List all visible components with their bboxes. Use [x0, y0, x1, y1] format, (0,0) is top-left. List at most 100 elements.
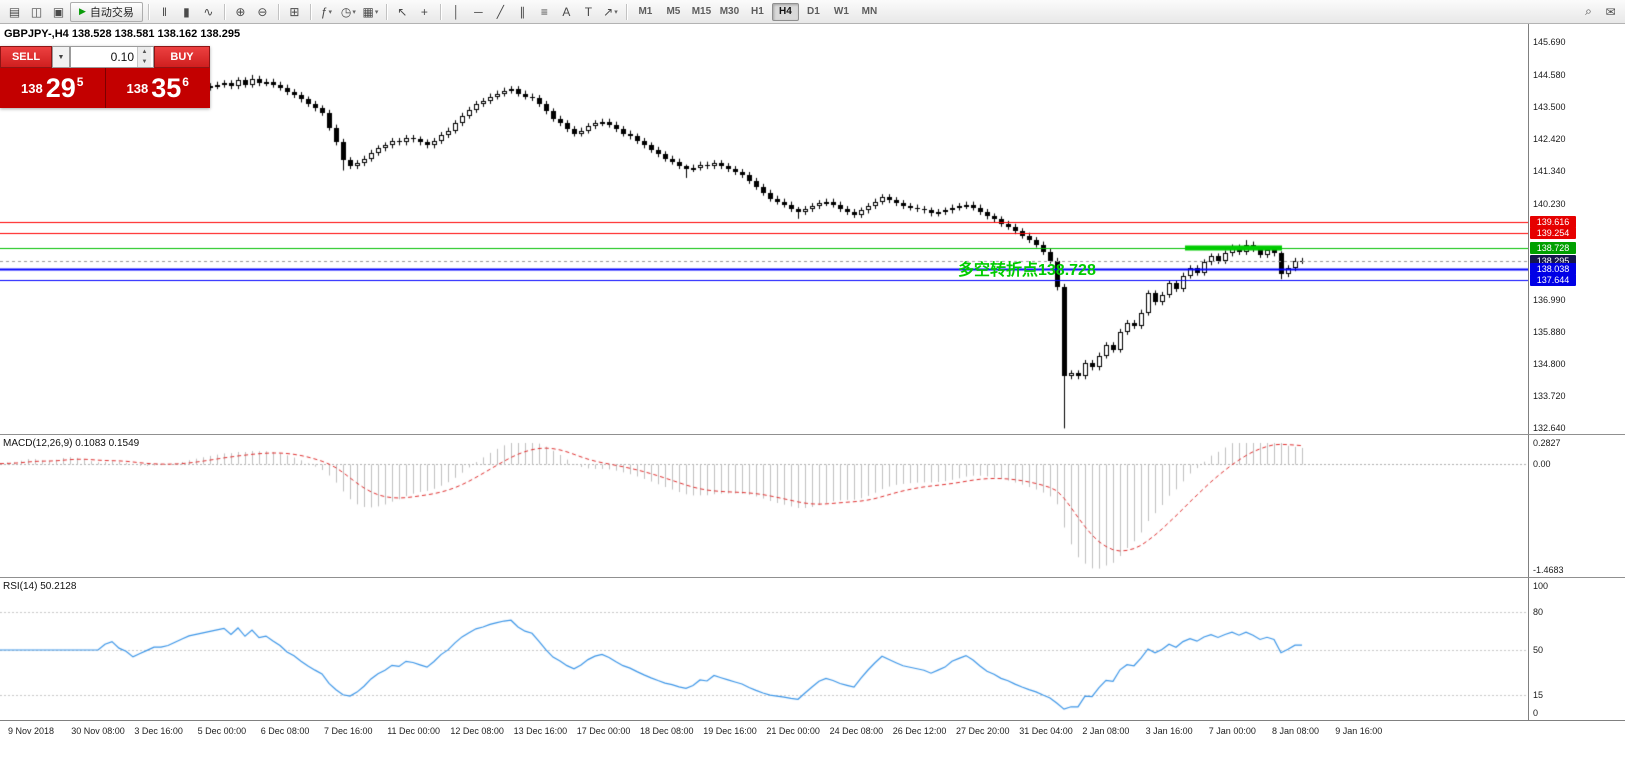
- timeframe-button-d1[interactable]: D1: [807, 6, 820, 17]
- periods-icon[interactable]: ◷ ▾: [340, 4, 356, 19]
- toolbar-separator: [309, 3, 311, 20]
- candlestick-chart[interactable]: [0, 24, 1528, 434]
- price-tick: 136.990: [1533, 294, 1566, 305]
- chevron-down-icon: ▾: [328, 8, 333, 16]
- time-label: 13 Dec 16:00: [513, 726, 568, 736]
- price-tick: 132.640: [1533, 423, 1566, 434]
- price-level-label[interactable]: 137.644: [1530, 274, 1576, 287]
- timeframe-button-mn[interactable]: MN: [861, 6, 878, 17]
- chevron-down-icon: ▾: [614, 8, 618, 16]
- indicators-icon[interactable]: ƒ ▾: [320, 4, 333, 19]
- toolbar-separator: [147, 3, 149, 20]
- label-icon[interactable]: T: [584, 4, 593, 19]
- rsi-panel[interactable]: RSI(14) 50.2128 100 80 50 15 0: [0, 578, 1625, 720]
- macd-scale-value: 0.00: [1533, 458, 1551, 469]
- timeframe-button-m5[interactable]: M5: [666, 6, 681, 17]
- candlestick-chart-icon[interactable]: ▮: [183, 4, 190, 19]
- zoom-out-icon[interactable]: ⊖: [257, 4, 268, 19]
- buy-button[interactable]: BUY: [154, 46, 210, 68]
- price-chart-panel[interactable]: GBPJPY-,H4 138.528 138.581 138.162 138.2…: [0, 24, 1625, 434]
- chart-window-icon[interactable]: ◫: [30, 4, 43, 19]
- time-label: 18 Dec 08:00: [640, 726, 694, 736]
- price-level-label[interactable]: 138.038: [1530, 262, 1576, 275]
- chevron-down-icon: ▾: [352, 8, 356, 16]
- timeframe-button-m1[interactable]: M1: [638, 6, 653, 17]
- chart-symbol-ohlc: GBPJPY-,H4 138.528 138.581 138.162 138.2…: [4, 28, 241, 40]
- time-label: 21 Dec 00:00: [766, 726, 820, 736]
- tile-windows-icon[interactable]: ⊞: [289, 4, 300, 19]
- search-icon[interactable]: ⌕: [1585, 4, 1592, 18]
- price-level-label[interactable]: 139.254: [1530, 226, 1576, 239]
- price-tick: 145.690: [1533, 37, 1566, 48]
- new-order-icon[interactable]: ▤: [8, 4, 21, 19]
- lot-spinner: ▲ ▼: [137, 47, 151, 67]
- rsi-scale-value: 15: [1533, 689, 1544, 700]
- time-label: 2 Jan 08:00: [1082, 726, 1130, 736]
- lot-size-input[interactable]: [71, 47, 137, 67]
- strategy-tester-icon[interactable]: ▣: [52, 4, 65, 19]
- buy-price-main: 138: [126, 80, 149, 96]
- toolbar-separator: [223, 3, 225, 20]
- rsi-scale-value: 100: [1533, 581, 1549, 591]
- price-tick: 142.420: [1533, 133, 1566, 144]
- toolbar-separator: [277, 3, 279, 20]
- rsi-scale-value: 50: [1533, 645, 1544, 655]
- macd-panel[interactable]: MACD(12,26,9) 0.1083 0.1549 0.2827 0.00 -1…: [0, 435, 1625, 577]
- timeframe-button-h4[interactable]: H4: [771, 2, 799, 21]
- price-tick: 134.800: [1533, 359, 1566, 370]
- time-label: 24 Dec 08:00: [829, 726, 884, 736]
- time-label: 5 Dec 00:00: [197, 726, 247, 736]
- price-level-label[interactable]: 138.728: [1530, 242, 1576, 255]
- line-chart-icon[interactable]: ∿: [203, 4, 214, 19]
- text-icon[interactable]: A: [562, 4, 571, 19]
- arrows-icon[interactable]: ↗ ▾: [603, 4, 618, 19]
- macd-chart[interactable]: [0, 435, 1528, 577]
- autotrading-button[interactable]: ▶ 自动交易: [70, 1, 143, 22]
- sell-price-display[interactable]: 138 29 5: [0, 68, 105, 108]
- time-label: 30 Nov 08:00: [71, 726, 125, 736]
- macd-scale-value: -1.4683: [1533, 565, 1564, 575]
- macd-axis[interactable]: 0.2827 0.00 -1.4683: [1528, 435, 1625, 577]
- timeframe-button-h1[interactable]: H1: [751, 6, 764, 17]
- buy-price-pip: 6: [182, 75, 189, 89]
- crosshair-icon[interactable]: +: [420, 4, 428, 19]
- buy-price-display[interactable]: 138 35 6: [104, 68, 210, 108]
- vertical-line-icon[interactable]: │: [452, 4, 461, 19]
- cursor-icon[interactable]: ↖: [397, 4, 408, 19]
- fibonacci-icon[interactable]: ≡: [540, 4, 548, 19]
- zoom-in-icon[interactable]: ⊕: [235, 4, 246, 19]
- sell-button[interactable]: SELL: [0, 46, 52, 68]
- price-level-label[interactable]: 139.616: [1530, 215, 1576, 228]
- templates-icon[interactable]: ▦ ▾: [362, 4, 379, 19]
- panel-divider[interactable]: [0, 577, 1625, 578]
- time-label: 7 Dec 16:00: [324, 726, 373, 736]
- lot-decrease-button[interactable]: ▼: [52, 46, 70, 68]
- price-axis[interactable]: 145.690 144.580 143.500 142.420 141.340 140.2…: [1528, 24, 1625, 434]
- timeframe-button-m15[interactable]: M15: [691, 6, 712, 17]
- toolbar-separator: [385, 3, 387, 20]
- price-tick: 143.500: [1533, 101, 1566, 112]
- trendline-icon[interactable]: ╱: [496, 4, 505, 19]
- time-label: 8 Jan 08:00: [1272, 726, 1320, 736]
- timeframe-button-m30[interactable]: M30: [719, 6, 740, 17]
- panel-divider[interactable]: [0, 434, 1625, 435]
- price-tick: 135.880: [1533, 327, 1566, 338]
- toolbar-separator: [439, 3, 441, 20]
- rsi-axis[interactable]: 100 80 50 15 0: [1528, 578, 1625, 720]
- mail-icon[interactable]: ✉: [1605, 4, 1616, 19]
- rsi-scale-value: 80: [1533, 606, 1544, 617]
- autotrading-play-icon: ▶: [79, 6, 86, 16]
- horizontal-line-icon[interactable]: ─: [474, 4, 483, 19]
- macd-label: MACD(12,26,9) 0.1083 0.1549: [3, 438, 140, 449]
- channel-icon[interactable]: ∥: [519, 4, 526, 19]
- timeframe-button-w1[interactable]: W1: [833, 6, 849, 17]
- lot-increase-icon[interactable]: ▲: [138, 47, 151, 57]
- chart-annotation-text[interactable]: 多空转折点138.728: [958, 262, 1096, 279]
- lot-decrease-icon[interactable]: ▼: [138, 57, 151, 67]
- main-toolbar: ▤ ◫ ▣ ▶ 自动交易 ‖ ▮ ∿ ⊕ ⊖ ⊞ ƒ ▾ ◷ ▾ ▦ ▾ ↖ + │ ─ ╱ ∥ ≡ A T ↗ ▾ M1 M5 M15 M3…: [0, 0, 1625, 24]
- sell-price-main: 138: [21, 80, 43, 96]
- bar-chart-icon[interactable]: ‖: [161, 4, 167, 19]
- sell-price-pip: 5: [76, 75, 84, 89]
- time-axis[interactable]: 9 Nov 2018 30 Nov 08:00 3 Dec 16:00 5 Dec 0…: [0, 720, 1625, 746]
- rsi-chart[interactable]: [0, 578, 1528, 720]
